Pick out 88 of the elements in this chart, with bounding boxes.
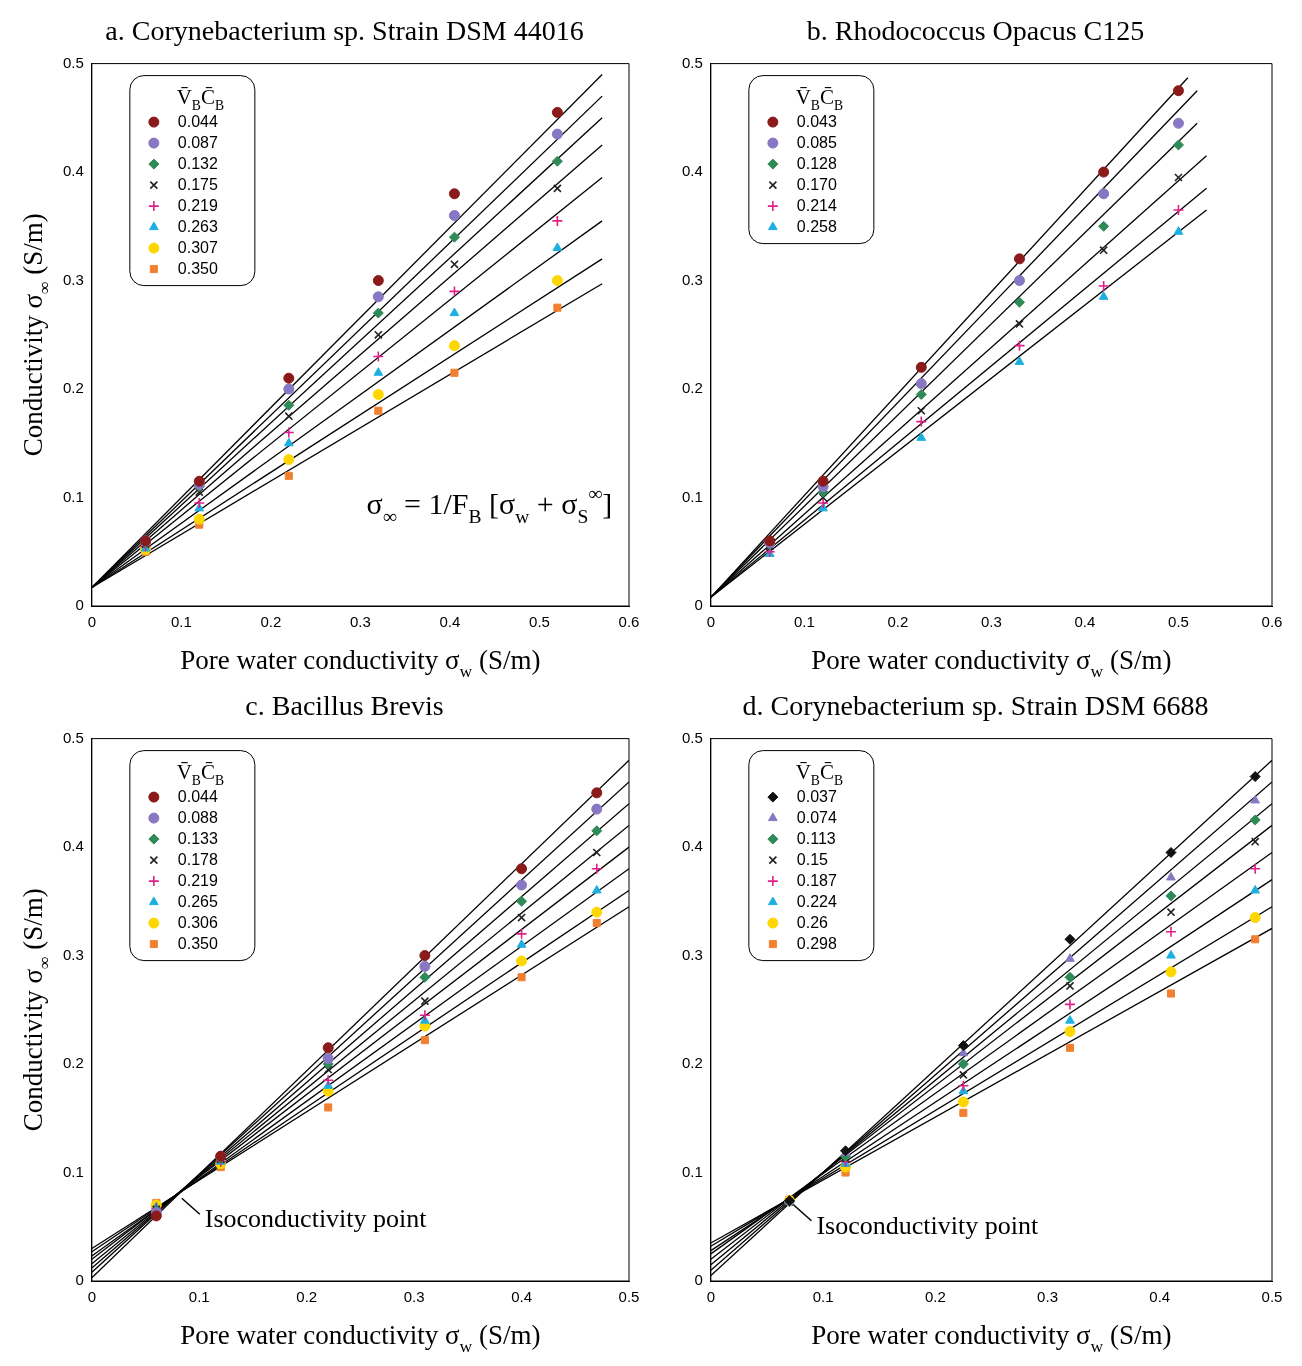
x-tick-label: 0.1 bbox=[188, 1288, 210, 1306]
y-tick-label: 0.4 bbox=[681, 837, 703, 855]
x-tick-label: 0.2 bbox=[296, 1288, 318, 1306]
legend-label: 0.224 bbox=[796, 892, 837, 910]
x-tick-label: 0.6 bbox=[618, 613, 640, 631]
x-tick-label: 0.4 bbox=[511, 1288, 532, 1306]
x-tick-label: 0.3 bbox=[350, 613, 371, 631]
legend-label: 0.178 bbox=[177, 850, 218, 868]
y-tick-label: 0.3 bbox=[681, 270, 703, 288]
legend-label: 0.044 bbox=[177, 787, 218, 805]
x-tick-label: 0.4 bbox=[439, 613, 461, 631]
x-tick-label: 0.4 bbox=[1149, 1288, 1171, 1306]
legend-label: 0.113 bbox=[796, 829, 836, 847]
x-tick-label: 0.3 bbox=[403, 1288, 425, 1306]
legend-label: 0.133 bbox=[177, 829, 218, 847]
y-tick-label: 0.5 bbox=[681, 728, 703, 746]
chart-title: d. Corynebacterium sp. Strain DSM 6688 bbox=[742, 690, 1209, 722]
y-tick-label: 0 bbox=[75, 1271, 84, 1289]
annotation: Isoconductivity point bbox=[204, 1204, 428, 1234]
x-tick-label: 0.2 bbox=[260, 613, 282, 631]
legend-label: 0.170 bbox=[796, 175, 837, 193]
x-tick-label: 0.5 bbox=[618, 1288, 640, 1306]
legend-label: 0.132 bbox=[177, 154, 218, 172]
legend-label: 0.350 bbox=[177, 259, 218, 277]
y-tick-label: 0.3 bbox=[62, 270, 84, 288]
x-tick-label: 0.6 bbox=[1261, 613, 1283, 631]
legend-label: 0.15 bbox=[796, 850, 829, 868]
chart-title: a. Corynebacterium sp. Strain DSM 44016 bbox=[105, 15, 584, 47]
legend-label: 0.187 bbox=[796, 871, 837, 889]
legend-label: 0.043 bbox=[796, 112, 837, 130]
x-tick-label: 0.1 bbox=[793, 613, 815, 631]
y-tick-label: 0.2 bbox=[62, 379, 84, 397]
x-tick-label: 0 bbox=[87, 613, 97, 631]
y-tick-label: 0.5 bbox=[62, 728, 84, 746]
y-tick-label: 0.5 bbox=[681, 53, 703, 71]
y-axis-title: Conductivity σ∞ (S/m) bbox=[18, 888, 55, 1132]
legend-label: 0.214 bbox=[796, 196, 837, 214]
legend-label: 0.175 bbox=[177, 175, 218, 193]
legend-label: 0.085 bbox=[796, 133, 837, 151]
y-tick-label: 0 bbox=[694, 1271, 703, 1289]
legend-label: 0.088 bbox=[177, 808, 218, 826]
y-axis-title: Conductivity σ∞ (S/m) bbox=[18, 213, 55, 457]
legend-label: 0.219 bbox=[177, 196, 218, 214]
legend-label: 0.087 bbox=[177, 133, 218, 151]
legend-label: 0.306 bbox=[177, 913, 218, 931]
x-tick-label: 0 bbox=[706, 1288, 716, 1306]
x-tick-label: 0.1 bbox=[170, 613, 192, 631]
y-tick-label: 0.1 bbox=[681, 1162, 703, 1180]
y-tick-label: 0.1 bbox=[62, 1162, 84, 1180]
y-tick-label: 0 bbox=[694, 596, 703, 614]
x-tick-label: 0.4 bbox=[1074, 613, 1096, 631]
legend-label: 0.307 bbox=[177, 238, 218, 256]
x-tick-label: 0.3 bbox=[1037, 1288, 1058, 1306]
x-tick-label: 0.5 bbox=[529, 613, 550, 631]
x-tick-label: 0.2 bbox=[924, 1288, 946, 1306]
x-tick-label: 0.3 bbox=[981, 613, 1002, 631]
legend-label: 0.350 bbox=[177, 934, 218, 952]
y-tick-label: 0.5 bbox=[62, 53, 84, 71]
annotation: Isoconductivity point bbox=[816, 1210, 1039, 1240]
y-tick-label: 0 bbox=[75, 596, 84, 614]
legend-label: 0.044 bbox=[177, 112, 218, 130]
y-tick-label: 0.4 bbox=[62, 837, 84, 855]
y-tick-label: 0.1 bbox=[62, 487, 84, 505]
y-tick-label: 0.2 bbox=[62, 1054, 84, 1072]
legend-label: 0.263 bbox=[177, 217, 218, 235]
legend-label: 0.265 bbox=[177, 892, 218, 910]
y-tick-label: 0.3 bbox=[62, 945, 84, 963]
legend-label: 0.037 bbox=[796, 787, 837, 805]
legend-label: 0.298 bbox=[796, 934, 837, 952]
y-tick-label: 0.2 bbox=[681, 379, 703, 397]
legend-label: 0.128 bbox=[796, 154, 837, 172]
y-tick-label: 0.4 bbox=[681, 162, 703, 180]
legend-label: 0.074 bbox=[796, 808, 837, 826]
x-tick-label: 0.2 bbox=[887, 613, 909, 631]
x-tick-label: 0.5 bbox=[1168, 613, 1189, 631]
y-tick-label: 0.4 bbox=[62, 162, 84, 180]
y-tick-label: 0.1 bbox=[681, 487, 703, 505]
legend-label: 0.258 bbox=[796, 217, 837, 235]
legend-label: 0.26 bbox=[796, 913, 829, 931]
x-tick-label: 0 bbox=[706, 613, 716, 631]
x-tick-label: 0.1 bbox=[812, 1288, 834, 1306]
chart-title: c. Bacillus Brevis bbox=[245, 690, 444, 722]
y-tick-label: 0.3 bbox=[681, 945, 703, 963]
legend-label: 0.219 bbox=[177, 871, 218, 889]
x-tick-label: 0 bbox=[87, 1288, 97, 1306]
y-tick-label: 0.2 bbox=[681, 1054, 703, 1072]
chart-title: b. Rhodococcus Opacus C125 bbox=[806, 15, 1145, 47]
x-tick-label: 0.5 bbox=[1261, 1288, 1283, 1306]
